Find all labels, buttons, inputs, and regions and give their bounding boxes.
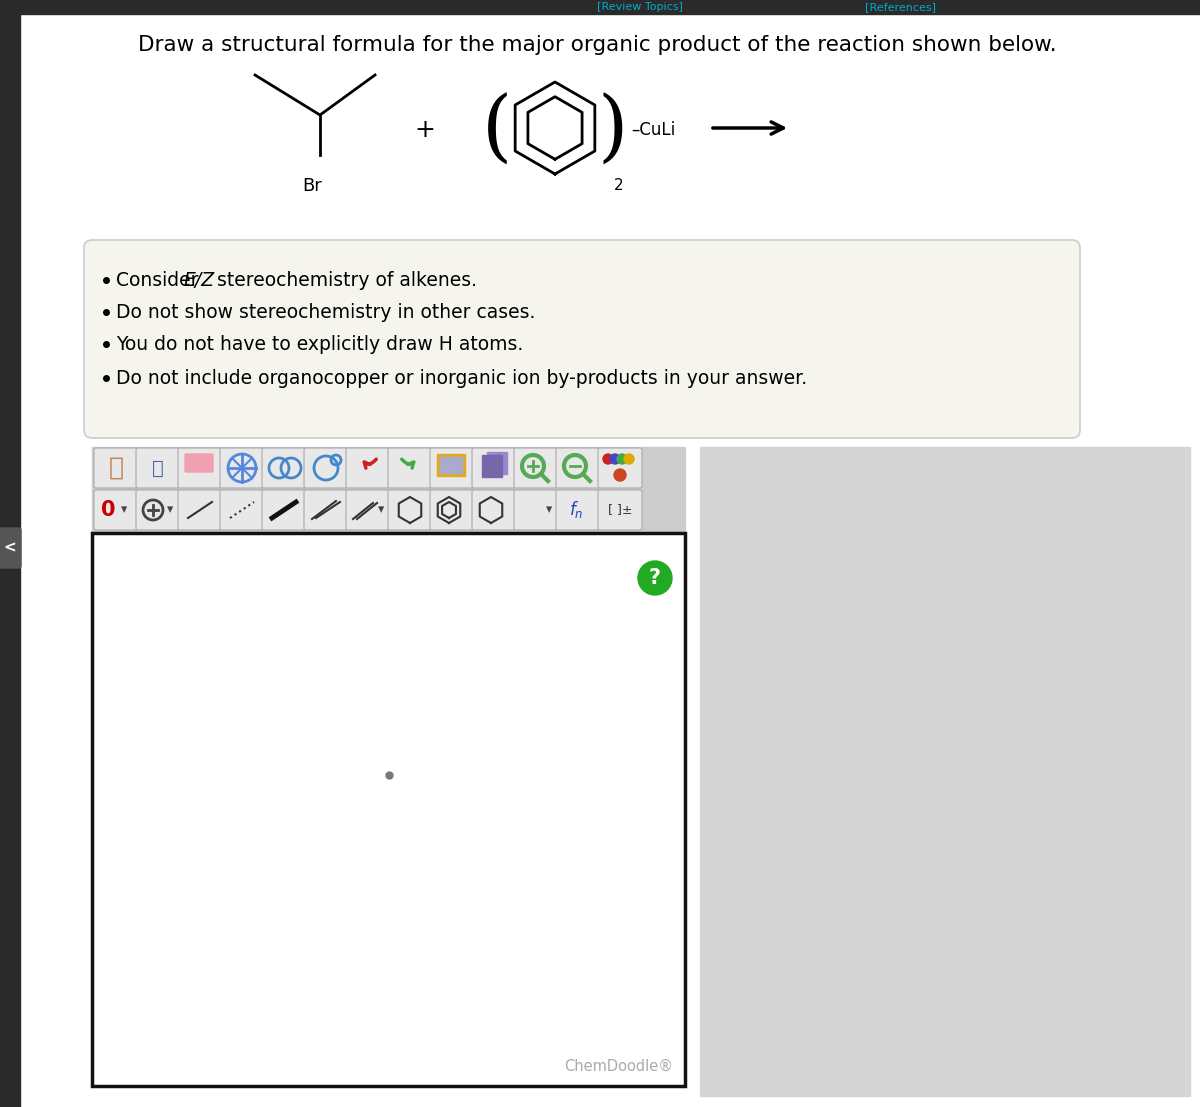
Text: stereochemistry of alkenes.: stereochemistry of alkenes. xyxy=(211,270,478,290)
FancyBboxPatch shape xyxy=(598,448,642,488)
FancyBboxPatch shape xyxy=(185,454,214,472)
Text: $\mathit{f}_n$: $\mathit{f}_n$ xyxy=(569,499,583,520)
FancyBboxPatch shape xyxy=(514,448,558,488)
Text: Draw a structural formula for the major organic product of the reaction shown be: Draw a structural formula for the major … xyxy=(138,35,1056,55)
Text: ▾: ▾ xyxy=(546,504,552,517)
FancyBboxPatch shape xyxy=(136,490,180,530)
Circle shape xyxy=(624,454,634,464)
Circle shape xyxy=(614,469,626,482)
FancyBboxPatch shape xyxy=(598,490,642,530)
Text: You do not have to explicitly draw H atoms.: You do not have to explicitly draw H ato… xyxy=(116,334,523,353)
Circle shape xyxy=(638,561,672,594)
Bar xyxy=(440,457,462,473)
FancyBboxPatch shape xyxy=(136,448,180,488)
FancyBboxPatch shape xyxy=(220,448,264,488)
FancyBboxPatch shape xyxy=(346,490,390,530)
Text: ▾: ▾ xyxy=(167,504,173,517)
Text: ▾: ▾ xyxy=(121,504,127,517)
Bar xyxy=(0,14,20,1107)
FancyBboxPatch shape xyxy=(262,490,306,530)
Circle shape xyxy=(610,454,620,464)
FancyBboxPatch shape xyxy=(346,448,390,488)
Text: Do not include organocopper or inorganic ion by-products in your answer.: Do not include organocopper or inorganic… xyxy=(116,369,808,387)
FancyBboxPatch shape xyxy=(304,448,348,488)
FancyBboxPatch shape xyxy=(84,240,1080,438)
FancyBboxPatch shape xyxy=(178,448,222,488)
FancyBboxPatch shape xyxy=(94,490,138,530)
Text: [ ]±: [ ]± xyxy=(607,504,632,517)
Text: ✋: ✋ xyxy=(108,456,124,480)
FancyBboxPatch shape xyxy=(220,490,264,530)
Text: 0: 0 xyxy=(101,500,115,520)
FancyBboxPatch shape xyxy=(430,490,474,530)
Text: –CuLi: –CuLi xyxy=(631,121,676,139)
Text: Do not show stereochemistry in other cases.: Do not show stereochemistry in other cas… xyxy=(116,302,535,321)
Bar xyxy=(92,489,685,531)
Circle shape xyxy=(617,454,628,464)
Text: ChemDoodle®: ChemDoodle® xyxy=(564,1059,673,1074)
Text: E/Z: E/Z xyxy=(184,270,215,290)
Bar xyxy=(92,532,685,1086)
Text: 🧪: 🧪 xyxy=(152,458,164,477)
FancyBboxPatch shape xyxy=(388,448,432,488)
FancyBboxPatch shape xyxy=(178,490,222,530)
Text: (: ( xyxy=(482,93,512,169)
Bar xyxy=(92,532,685,1086)
FancyBboxPatch shape xyxy=(94,448,138,488)
Text: ): ) xyxy=(598,93,628,169)
Bar xyxy=(700,447,1190,1096)
Text: Br: Br xyxy=(302,177,322,195)
Text: +: + xyxy=(414,118,436,142)
FancyBboxPatch shape xyxy=(556,490,600,530)
Bar xyxy=(482,455,502,477)
FancyBboxPatch shape xyxy=(472,490,516,530)
Text: ▾: ▾ xyxy=(378,504,384,517)
FancyBboxPatch shape xyxy=(514,490,558,530)
Text: 2: 2 xyxy=(614,178,624,194)
FancyBboxPatch shape xyxy=(430,448,474,488)
FancyBboxPatch shape xyxy=(388,490,432,530)
Bar xyxy=(437,454,466,476)
FancyBboxPatch shape xyxy=(304,490,348,530)
Bar xyxy=(487,452,508,474)
Bar xyxy=(92,447,685,489)
Text: ?: ? xyxy=(649,568,661,588)
FancyBboxPatch shape xyxy=(262,448,306,488)
Text: [References]: [References] xyxy=(864,2,936,12)
Text: <: < xyxy=(4,540,17,556)
FancyBboxPatch shape xyxy=(472,448,516,488)
Circle shape xyxy=(604,454,613,464)
Bar xyxy=(0,0,1200,14)
FancyBboxPatch shape xyxy=(0,528,22,568)
Text: [Review Topics]: [Review Topics] xyxy=(598,2,683,12)
FancyBboxPatch shape xyxy=(556,448,600,488)
Text: Consider: Consider xyxy=(116,270,204,290)
